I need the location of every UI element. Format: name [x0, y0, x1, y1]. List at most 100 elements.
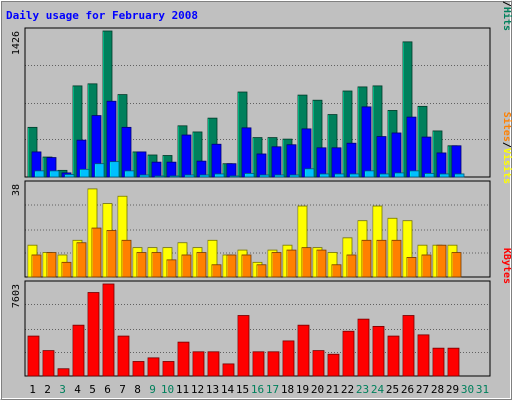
panel-3: 7603 KBytes — [11, 248, 512, 377]
bar-files-day-14 — [226, 163, 237, 178]
bar-sites-day-23 — [361, 239, 372, 278]
bar-kbytes-day-11 — [177, 341, 190, 377]
bar-kbytes-day-6 — [102, 283, 115, 377]
day-label-11: 11 — [176, 383, 189, 396]
day-label-30: 30 — [461, 383, 474, 396]
day-label-8: 8 — [134, 383, 141, 396]
day-label-17: 17 — [266, 383, 279, 396]
bar-kbytes-day-3 — [57, 368, 70, 377]
bar-kbytes-day-18 — [282, 340, 295, 377]
bar-files-day-16 — [256, 153, 267, 178]
day-label-row: 1 2 3 4 5 6 7 8 9 10 11 12 13 14 15 16 17 18 19 20 21 22 23 24 2… — [29, 383, 489, 396]
bar-pages-day-29 — [454, 173, 465, 178]
day-label-6: 6 — [104, 383, 111, 396]
bar-files-day-13 — [211, 143, 222, 178]
bar-sites-day-22 — [346, 254, 357, 278]
bar-pages-day-25 — [394, 172, 405, 178]
bar-pages-day-3 — [64, 174, 75, 178]
bar-pages-day-21 — [334, 173, 345, 178]
day-label-2: 2 — [44, 383, 51, 396]
bar-sites-day-4 — [76, 242, 87, 278]
bar-pages-day-2 — [49, 170, 60, 178]
panel-2: 38 Sites/Visits — [11, 112, 512, 278]
legend-entry: Hits — [501, 7, 512, 31]
bar-pages-day-28 — [439, 173, 450, 178]
bar-kbytes-day-27 — [417, 334, 430, 377]
legend: KBytes — [501, 248, 512, 284]
bar-pages-day-12 — [199, 174, 210, 178]
bar-pages-day-11 — [184, 174, 195, 178]
day-label-19: 19 — [296, 383, 309, 396]
bar-files-day-20 — [316, 147, 327, 178]
bar-pages-day-27 — [424, 173, 435, 178]
bar-pages-day-1 — [34, 170, 45, 178]
legend-entry: / — [501, 1, 512, 7]
day-label-12: 12 — [191, 383, 204, 396]
bar-kbytes-day-29 — [447, 347, 460, 377]
bar-files-day-21 — [331, 147, 342, 178]
bar-pages-day-26 — [409, 170, 420, 178]
bar-pages-day-8 — [139, 174, 150, 178]
bar-sites-day-6 — [106, 230, 117, 278]
bar-kbytes-day-14 — [222, 363, 235, 377]
day-label-31: 31 — [476, 383, 489, 396]
bar-pages-day-15 — [244, 173, 255, 178]
bar-kbytes-day-28 — [432, 347, 445, 377]
day-label-21: 21 — [326, 383, 339, 396]
bar-pages-day-6 — [109, 161, 120, 178]
bar-sites-day-17 — [271, 252, 282, 278]
bar-pages-day-10 — [169, 175, 180, 178]
bar-files-day-9 — [151, 161, 162, 178]
bar-kbytes-day-25 — [387, 335, 400, 377]
bar-files-day-18 — [286, 144, 297, 178]
bar-sites-day-19 — [301, 247, 312, 278]
bar-pages-day-5 — [94, 163, 105, 178]
bar-pages-day-20 — [319, 173, 330, 178]
bar-files-day-7 — [121, 126, 132, 178]
day-label-23: 23 — [356, 383, 369, 396]
bar-sites-day-10 — [166, 259, 177, 278]
day-label-16: 16 — [251, 383, 264, 396]
bar-pages-day-18 — [289, 174, 300, 178]
bar-kbytes-day-8 — [132, 361, 145, 377]
bar-kbytes-day-23 — [357, 318, 370, 377]
bar-files-day-15 — [241, 127, 252, 178]
day-label-13: 13 — [206, 383, 219, 396]
bar-sites-day-14 — [226, 254, 237, 278]
bar-pages-day-24 — [379, 173, 390, 178]
day-label-15: 15 — [236, 383, 249, 396]
day-label-28: 28 — [431, 383, 444, 396]
day-label-10: 10 — [161, 383, 174, 396]
bar-sites-day-20 — [316, 249, 327, 278]
chart-title: Daily usage for February 2008 — [6, 9, 198, 22]
legend-entry: Sites — [501, 112, 512, 142]
bar-pages-day-4 — [79, 168, 90, 178]
bar-files-day-10 — [166, 161, 177, 178]
bar-sites-day-27 — [421, 254, 432, 278]
y-max-label: 1426 — [11, 31, 22, 55]
day-label-22: 22 — [341, 383, 354, 396]
bar-kbytes-day-10 — [162, 361, 175, 377]
bar-files-day-17 — [271, 146, 282, 178]
bar-kbytes-day-20 — [312, 350, 325, 377]
day-label-18: 18 — [281, 383, 294, 396]
bar-pages-day-22 — [349, 173, 360, 178]
day-label-24: 24 — [371, 383, 385, 396]
day-label-14: 14 — [221, 383, 235, 396]
bar-kbytes-day-15 — [237, 315, 250, 377]
bar-files-day-25 — [391, 132, 402, 178]
bar-files-day-23 — [361, 106, 372, 178]
bar-kbytes-day-16 — [252, 351, 265, 377]
bar-sites-day-8 — [136, 252, 147, 278]
y-max-label: 7603 — [11, 284, 22, 308]
legend-entry: Visits — [501, 148, 512, 184]
bar-kbytes-day-21 — [327, 353, 340, 377]
bar-sites-day-29 — [451, 252, 462, 278]
legend: Pages/Files/Hits — [501, 0, 512, 31]
day-label-9: 9 — [149, 383, 156, 396]
bar-files-day-26 — [406, 116, 417, 178]
bar-pages-day-16 — [259, 174, 270, 178]
bar-pages-day-7 — [124, 170, 135, 178]
